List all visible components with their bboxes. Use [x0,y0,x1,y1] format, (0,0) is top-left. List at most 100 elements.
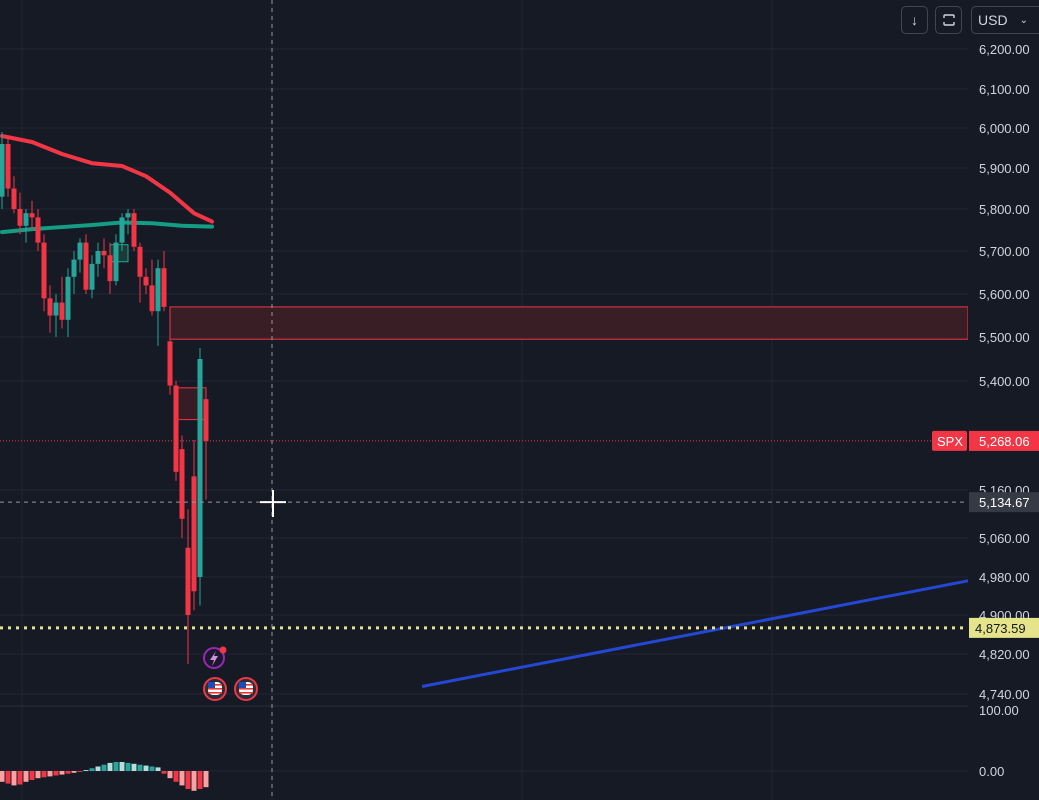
osc-bar [47,771,53,777]
candle[interactable] [83,234,89,294]
osc-tick-label: 0.00 [979,764,1004,779]
candle[interactable] [77,238,83,273]
candle[interactable] [11,176,17,214]
candle[interactable] [125,209,131,235]
price-axis[interactable]: 6,200.00 6,100.00 6,000.00 5,900.00 5,800.00… [932,0,1039,800]
candle[interactable] [71,251,77,294]
candle-body [167,341,173,386]
currency-select[interactable]: USD ⌄ [971,6,1039,34]
candle-body [71,259,77,277]
candle[interactable] [107,242,113,294]
middle-band-line [0,220,214,235]
crosshair-price-tag: 5,134.67 [979,495,1030,510]
osc-bar [125,762,131,771]
candle[interactable] [23,209,29,243]
candle[interactable] [137,242,143,303]
osc-bar [131,763,137,771]
candle-body [143,276,149,286]
candle-body [125,213,131,218]
osc-bar [203,771,209,788]
candle-body [95,251,101,264]
candle[interactable] [113,234,119,286]
candle[interactable] [197,348,203,606]
candle-body [17,209,23,226]
osc-bar [59,771,65,775]
price-tick-label: 5,700.00 [979,244,1030,259]
candle[interactable] [173,381,179,481]
osc-bar [29,771,35,780]
osc-bar [185,771,191,789]
candle-body [119,217,125,243]
osc-bar [53,771,59,776]
candle[interactable] [119,213,125,251]
candle-body [83,242,89,290]
last-price-tag-bg [969,430,1039,451]
currency-label: USD [978,12,1008,28]
crosshair-tag-bg [969,492,1039,513]
flag-canton [239,682,246,688]
candle-body [197,359,203,577]
osc-bar [161,771,167,774]
candles[interactable] [0,132,209,664]
candle[interactable] [89,255,95,299]
candle-body [35,217,41,243]
candle[interactable] [53,294,59,337]
candle[interactable] [65,268,71,337]
candle[interactable] [17,192,23,235]
osc-bar [107,762,113,771]
horizontal-level-tag: 4,873.59 [975,621,1026,636]
osc-bar [71,771,77,773]
download-button[interactable]: ↓ [901,6,928,34]
osc-bar [89,768,95,771]
lightning-icon[interactable] [203,646,227,669]
resistance-zone [169,306,969,340]
osc-bar [77,771,83,772]
chart-overlay [0,0,968,800]
candle[interactable] [161,251,167,312]
sync-icon [942,14,955,26]
candle-body [11,188,17,209]
candle[interactable] [59,276,65,329]
price-axis-bg [968,0,1039,800]
candle[interactable] [5,138,11,197]
candle[interactable] [149,259,155,316]
candle[interactable] [203,394,209,500]
candle[interactable] [131,209,137,251]
osc-bar [191,771,197,791]
price-tick-label: 6,000.00 [979,121,1030,136]
candle[interactable] [35,209,41,251]
candle[interactable] [155,259,161,346]
candle[interactable] [29,200,35,230]
candle[interactable] [143,268,149,294]
candle[interactable] [185,509,191,664]
trend-line [421,579,969,688]
osc-bar [0,771,5,782]
symbol-tag-bg [932,430,967,451]
candle[interactable] [191,440,197,611]
event-markers[interactable] [203,646,258,701]
price-tick-label: 4,740.00 [979,687,1030,702]
candle[interactable] [41,234,47,312]
candle[interactable] [0,132,5,209]
price-tick-label: 5,900.00 [979,161,1030,176]
oscillator-panel [0,762,209,791]
sync-button[interactable] [935,6,962,34]
candle-body [0,144,5,197]
price-tick-label: 6,100.00 [979,82,1030,97]
candle[interactable] [95,242,101,277]
candle[interactable] [101,238,107,269]
candle-body [203,399,209,441]
us-flag-icon[interactable] [203,677,227,701]
candle-body [113,242,119,282]
osc-bar [167,771,173,779]
indicator-lines [0,134,969,688]
candle-body [137,246,143,277]
price-tick-label: 6,200.00 [979,42,1030,57]
osc-bar [179,771,185,786]
candle[interactable] [179,435,185,539]
candle[interactable] [167,337,173,395]
us-flag-icon[interactable] [234,677,258,701]
candle[interactable] [47,285,53,333]
candle-body [191,476,197,592]
